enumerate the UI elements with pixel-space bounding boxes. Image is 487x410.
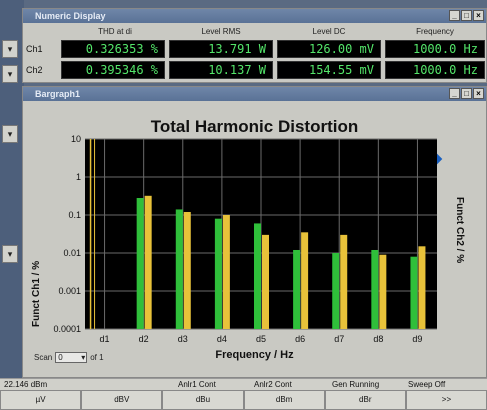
scan-control: Scan 0 of 1 — [34, 352, 104, 363]
header-thd: THD at di — [98, 27, 132, 36]
status-sweep: Sweep Off — [408, 380, 446, 389]
softkey-dbv[interactable]: dBV — [81, 390, 163, 410]
y-tick-label: 1 — [76, 172, 81, 182]
thd-bar-chart: 10 1 0.1 0.01 0.001 0.0001 d1 d2 d3 d4 d5 d6 d7 d8 d9 — [53, 134, 437, 344]
chart-title: Total Harmonic Distortion — [150, 117, 359, 136]
bar-d7-series2 — [340, 234, 348, 329]
bar-d6-series1 — [293, 249, 301, 329]
y-tick-label: 0.001 — [58, 286, 81, 296]
bar-d7-series1 — [332, 253, 340, 329]
maximize-button[interactable]: □ — [461, 88, 472, 99]
bar-d3-series1 — [175, 209, 183, 329]
bar-d2-series1 — [136, 198, 144, 329]
numeric-display-titlebar[interactable]: Numeric Display _ □ × — [23, 9, 486, 23]
frequency-value: 1000.0 Hz — [385, 61, 485, 79]
softkey-dbm[interactable]: dBm — [243, 390, 325, 410]
status-anlr2: Anlr2 Cont — [254, 380, 292, 389]
numeric-headers: THD at di Level RMS Level DC Frequency — [23, 27, 486, 39]
bar-d8-series2 — [379, 254, 387, 329]
status-generator: Gen Running — [332, 380, 380, 389]
x-tick-label: d6 — [295, 334, 305, 344]
bargraph-title: Bargraph1 — [35, 89, 81, 99]
level-rms-value: 10.137 W — [169, 61, 273, 79]
bar-d2-series2 — [144, 195, 152, 329]
header-level-rms: Level RMS — [201, 27, 241, 36]
left-dropdown-button-4[interactable]: ▾ — [2, 245, 18, 263]
x-tick-label: d9 — [412, 334, 422, 344]
header-level-dc: Level DC — [312, 27, 346, 36]
y-tick-label: 0.0001 — [53, 324, 81, 334]
scan-label: Scan — [34, 353, 53, 362]
softkey-more[interactable]: >> — [405, 390, 487, 410]
x-tick-label: d7 — [334, 334, 344, 344]
x-tick-label: d5 — [256, 334, 266, 344]
x-tick-label: d3 — [178, 334, 188, 344]
close-button[interactable]: × — [473, 88, 484, 99]
thd-value: 0.395346 % — [61, 61, 165, 79]
left-dropdown-button-2[interactable]: ▾ — [2, 65, 18, 83]
scan-of-label: of 1 — [90, 353, 104, 362]
y-tick-label: 0.1 — [68, 210, 81, 220]
softkey-dbr[interactable]: dBr — [324, 390, 406, 410]
status-anlr1: Anlr1 Cont — [178, 380, 216, 389]
bargraph-window: Bargraph1 _ □ × Total Harmonic Distortio… — [22, 86, 487, 378]
bar-d6-series2 — [301, 232, 309, 329]
bar-d8-series1 — [371, 249, 379, 329]
level-dc-value: 154.55 mV — [277, 61, 381, 79]
numeric-row-ch2: Ch2 0.395346 % 10.137 W 154.55 mV 1000.0… — [23, 60, 486, 80]
frequency-value: 1000.0 Hz — [385, 40, 485, 58]
background-window-strip: ▾ ▾ ▾ ▾ — [0, 0, 24, 378]
bar-d9-series2 — [418, 246, 426, 329]
numeric-row-ch1: Ch1 0.326353 % 13.791 W 126.00 mV 1000.0… — [23, 39, 486, 59]
bar-d4-series1 — [214, 218, 222, 329]
left-dropdown-button-1[interactable]: ▾ — [2, 40, 18, 58]
bar-d9-series1 — [410, 256, 418, 329]
x-tick-label: d4 — [217, 334, 227, 344]
header-frequency: Frequency — [416, 27, 454, 36]
bar-d4-series2 — [222, 215, 230, 329]
x-tick-label: d8 — [373, 334, 383, 344]
row-label: Ch1 — [26, 44, 43, 54]
x-tick-label: d2 — [139, 334, 149, 344]
y-tick-label: 0.01 — [63, 248, 81, 258]
status-level: 22.146 dBm — [4, 380, 48, 389]
softkey-uv[interactable]: µV — [0, 390, 82, 410]
minimize-button[interactable]: _ — [449, 88, 460, 99]
close-button[interactable]: × — [473, 10, 484, 21]
x-tick-label: d1 — [100, 334, 110, 344]
bargraph-titlebar[interactable]: Bargraph1 _ □ × — [23, 87, 486, 101]
level-rms-value: 13.791 W — [169, 40, 273, 58]
scan-select[interactable]: 0 — [55, 352, 88, 363]
row-label: Ch2 — [26, 65, 43, 75]
softkey-bar: µV dBV dBu dBm dBr >> — [0, 390, 487, 410]
bar-d5-series1 — [254, 223, 261, 329]
bar-d5-series2 — [262, 234, 269, 329]
y-tick-label: 10 — [71, 134, 81, 144]
left-dropdown-button-3[interactable]: ▾ — [2, 125, 18, 143]
maximize-button[interactable]: □ — [461, 10, 472, 21]
softkey-dbu[interactable]: dBu — [162, 390, 244, 410]
bar-d3-series2 — [183, 211, 191, 329]
level-dc-value: 126.00 mV — [277, 40, 381, 58]
numeric-display-title: Numeric Display — [35, 11, 106, 21]
minimize-button[interactable]: _ — [449, 10, 460, 21]
status-bar: 22.146 dBm Anlr1 Cont Anlr2 Cont Gen Run… — [0, 378, 487, 390]
x-axis-label: Frequency / Hz — [215, 349, 294, 361]
thd-value: 0.326353 % — [61, 40, 165, 58]
numeric-display-window: Numeric Display _ □ × THD at di Level RM… — [22, 8, 487, 83]
